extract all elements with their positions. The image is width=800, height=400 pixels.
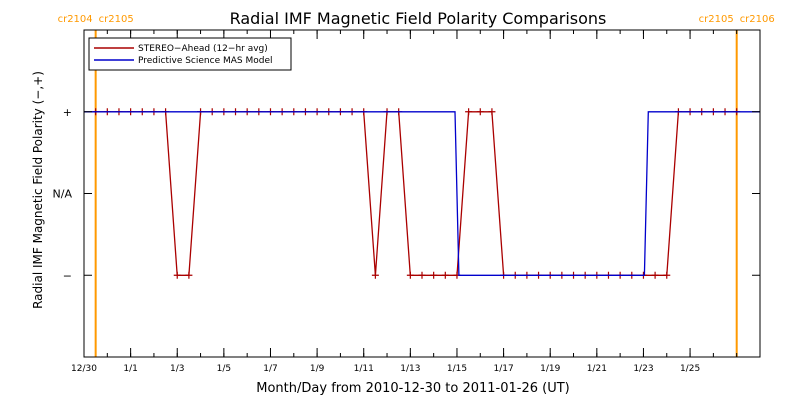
y-tick-label-2: − (63, 269, 72, 282)
series-0-point-33 (476, 108, 484, 116)
carrington-label-right-0: cr2105 (99, 14, 134, 25)
x-tick-label-1: 1/1 (123, 364, 137, 374)
x-tick-label-11: 1/21 (587, 364, 607, 374)
y-tick-label-1: N/A (53, 188, 73, 201)
x-tick-label-5: 1/9 (310, 364, 325, 374)
x-tick-label-8: 1/15 (447, 364, 467, 374)
x-axis-label: Month/Day from 2010-12-30 to 2011-01-26 … (256, 381, 569, 396)
x-tick-label-4: 1/7 (263, 364, 277, 374)
series-0-point-28 (418, 271, 426, 279)
series-0-point-30 (441, 271, 449, 279)
x-tick-label-2: 1/3 (170, 364, 184, 374)
legend-label-model: Predictive Science MAS Model (138, 56, 273, 66)
legend: STEREO−Ahead (12−hr avg) Predictive Scie… (88, 37, 292, 71)
x-tick-label-7: 1/13 (400, 364, 420, 374)
x-tick-label-3: 1/5 (217, 364, 231, 374)
series-0-point-27 (406, 271, 414, 279)
legend-box (88, 37, 292, 71)
carrington-label-left-0: cr2104 (58, 14, 93, 25)
series-0-point-48 (651, 271, 659, 279)
carrington-layer: cr2104 cr2105 cr2105 cr2106 (58, 14, 775, 357)
y-axis-ticks: + N/A − (53, 106, 760, 282)
x-tick-label-0: 12/30 (71, 364, 97, 374)
series-0-point-29 (430, 271, 438, 279)
series-0-point-8 (185, 271, 193, 279)
x-tick-label-13: 1/25 (680, 364, 700, 374)
series-0-point-49 (663, 271, 671, 279)
x-tick-label-6: 1/11 (354, 364, 374, 374)
series-0-point-7 (173, 271, 181, 279)
y-tick-label-0: + (63, 106, 72, 119)
carrington-label-right-1: cr2106 (740, 14, 775, 25)
x-tick-label-12: 1/23 (633, 364, 653, 374)
series-line-1 (84, 111, 760, 276)
series-0-point-24 (371, 271, 379, 279)
legend-label-stereo: STEREO−Ahead (12−hr avg) (138, 44, 268, 54)
y-axis-label: Radial IMF Magnetic Field Polarity (−,+) (31, 71, 45, 309)
chart-title: Radial IMF Magnetic Field Polarity Compa… (230, 9, 607, 28)
series-layer (84, 108, 760, 279)
x-tick-label-9: 1/17 (493, 364, 513, 374)
x-axis-ticks: 12/30 1/1 1/3 1/5 1/7 1/9 1/11 1/13 1/15 1/17 1/19… (71, 30, 761, 374)
series-0-point-34 (488, 108, 496, 116)
x-tick-label-10: 1/19 (540, 364, 560, 374)
carrington-label-left-1: cr2105 (699, 14, 734, 25)
series-0-point-32 (465, 108, 473, 116)
